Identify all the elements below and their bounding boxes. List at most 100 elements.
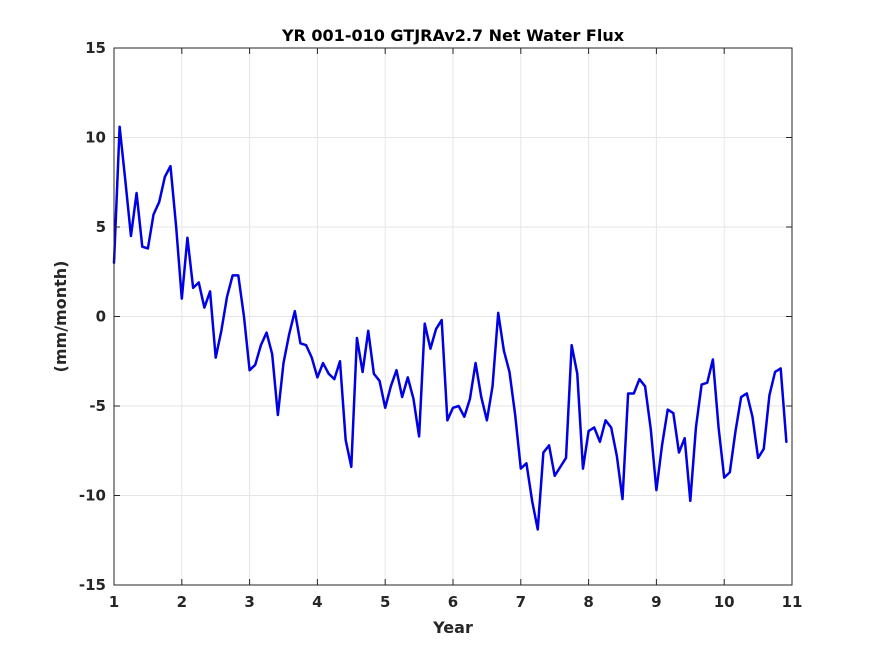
- x-tick-label: 6: [448, 593, 458, 611]
- data-point: [203, 306, 206, 309]
- x-tick-label: 2: [177, 593, 187, 611]
- data-point: [570, 344, 573, 346]
- data-point: [621, 498, 624, 500]
- data-point: [305, 344, 307, 346]
- data-point: [542, 451, 545, 454]
- data-point: [164, 176, 166, 178]
- data-point: [373, 372, 375, 375]
- data-point: [695, 426, 697, 429]
- y-tick-label: 10: [85, 129, 106, 147]
- data-point: [599, 441, 601, 443]
- data-point: [616, 455, 618, 457]
- data-point: [124, 179, 127, 182]
- data-point: [147, 247, 149, 250]
- data-point: [486, 419, 488, 422]
- data-point: [469, 398, 471, 400]
- data-point: [130, 235, 132, 237]
- data-point: [277, 414, 279, 416]
- data-point: [260, 344, 262, 346]
- x-tick-label: 10: [714, 593, 735, 611]
- data-point: [316, 376, 319, 379]
- y-tick-label: 15: [85, 39, 106, 57]
- data-point: [327, 372, 330, 375]
- y-tick-label: -15: [79, 576, 106, 594]
- data-point: [310, 356, 313, 359]
- data-series: [112, 125, 788, 531]
- data-point: [582, 467, 584, 470]
- data-point: [265, 331, 268, 334]
- data-point: [322, 362, 324, 364]
- data-point: [706, 381, 709, 384]
- data-point: [440, 319, 443, 321]
- data-point: [175, 226, 177, 228]
- data-point: [514, 414, 516, 416]
- data-point: [390, 385, 392, 388]
- data-point: [254, 364, 257, 366]
- data-point: [197, 281, 200, 284]
- data-point: [729, 471, 731, 474]
- data-point: [644, 385, 646, 388]
- data-point: [712, 358, 714, 361]
- data-point: [158, 201, 161, 203]
- data-point: [231, 274, 234, 277]
- y-tick-label: -5: [89, 397, 106, 415]
- data-point: [633, 392, 635, 395]
- y-tick-label: -10: [79, 487, 106, 505]
- data-point: [333, 378, 336, 380]
- data-point: [141, 245, 144, 248]
- data-point: [361, 371, 364, 373]
- data-point: [209, 290, 211, 293]
- data-point: [548, 444, 550, 447]
- data-point: [452, 406, 454, 409]
- data-point: [446, 419, 449, 422]
- data-point: [649, 428, 652, 431]
- y-tick-label: 5: [96, 218, 106, 236]
- data-point: [344, 439, 347, 441]
- data-point: [429, 347, 432, 350]
- data-point: [751, 415, 754, 418]
- data-point: [480, 396, 483, 398]
- data-point: [559, 466, 562, 468]
- grid-lines: [114, 48, 792, 585]
- data-point: [717, 426, 720, 429]
- data-point: [768, 394, 771, 397]
- data-point: [503, 349, 505, 352]
- data-point: [463, 415, 466, 418]
- data-point: [378, 380, 381, 382]
- data-point: [779, 367, 782, 370]
- data-point: [220, 330, 223, 332]
- y-axis-title: (mm/month): [51, 261, 70, 373]
- data-point: [412, 398, 415, 400]
- x-tick-label: 1: [109, 593, 119, 611]
- x-tick-label: 9: [651, 593, 661, 611]
- data-point: [655, 489, 658, 491]
- data-point: [294, 310, 296, 312]
- data-point: [531, 500, 533, 502]
- data-point: [604, 419, 607, 422]
- data-point: [401, 396, 403, 398]
- data-point: [774, 371, 776, 373]
- data-point: [553, 475, 556, 477]
- data-point: [497, 312, 500, 314]
- data-point: [435, 328, 437, 330]
- data-point: [689, 500, 692, 502]
- data-point: [745, 392, 748, 395]
- y-tick-label: 0: [96, 308, 106, 326]
- data-point: [610, 426, 612, 429]
- data-point: [576, 372, 579, 375]
- data-point: [678, 451, 680, 454]
- data-point: [406, 376, 409, 379]
- data-point: [271, 353, 273, 355]
- data-point: [152, 213, 155, 216]
- data-point: [757, 457, 759, 459]
- data-point: [395, 369, 398, 372]
- data-point: [226, 296, 228, 298]
- data-point: [508, 371, 511, 373]
- data-point: [237, 274, 240, 277]
- data-point: [418, 435, 420, 438]
- data-point: [243, 315, 245, 318]
- x-tick-label: 5: [380, 593, 390, 611]
- data-point: [192, 287, 194, 289]
